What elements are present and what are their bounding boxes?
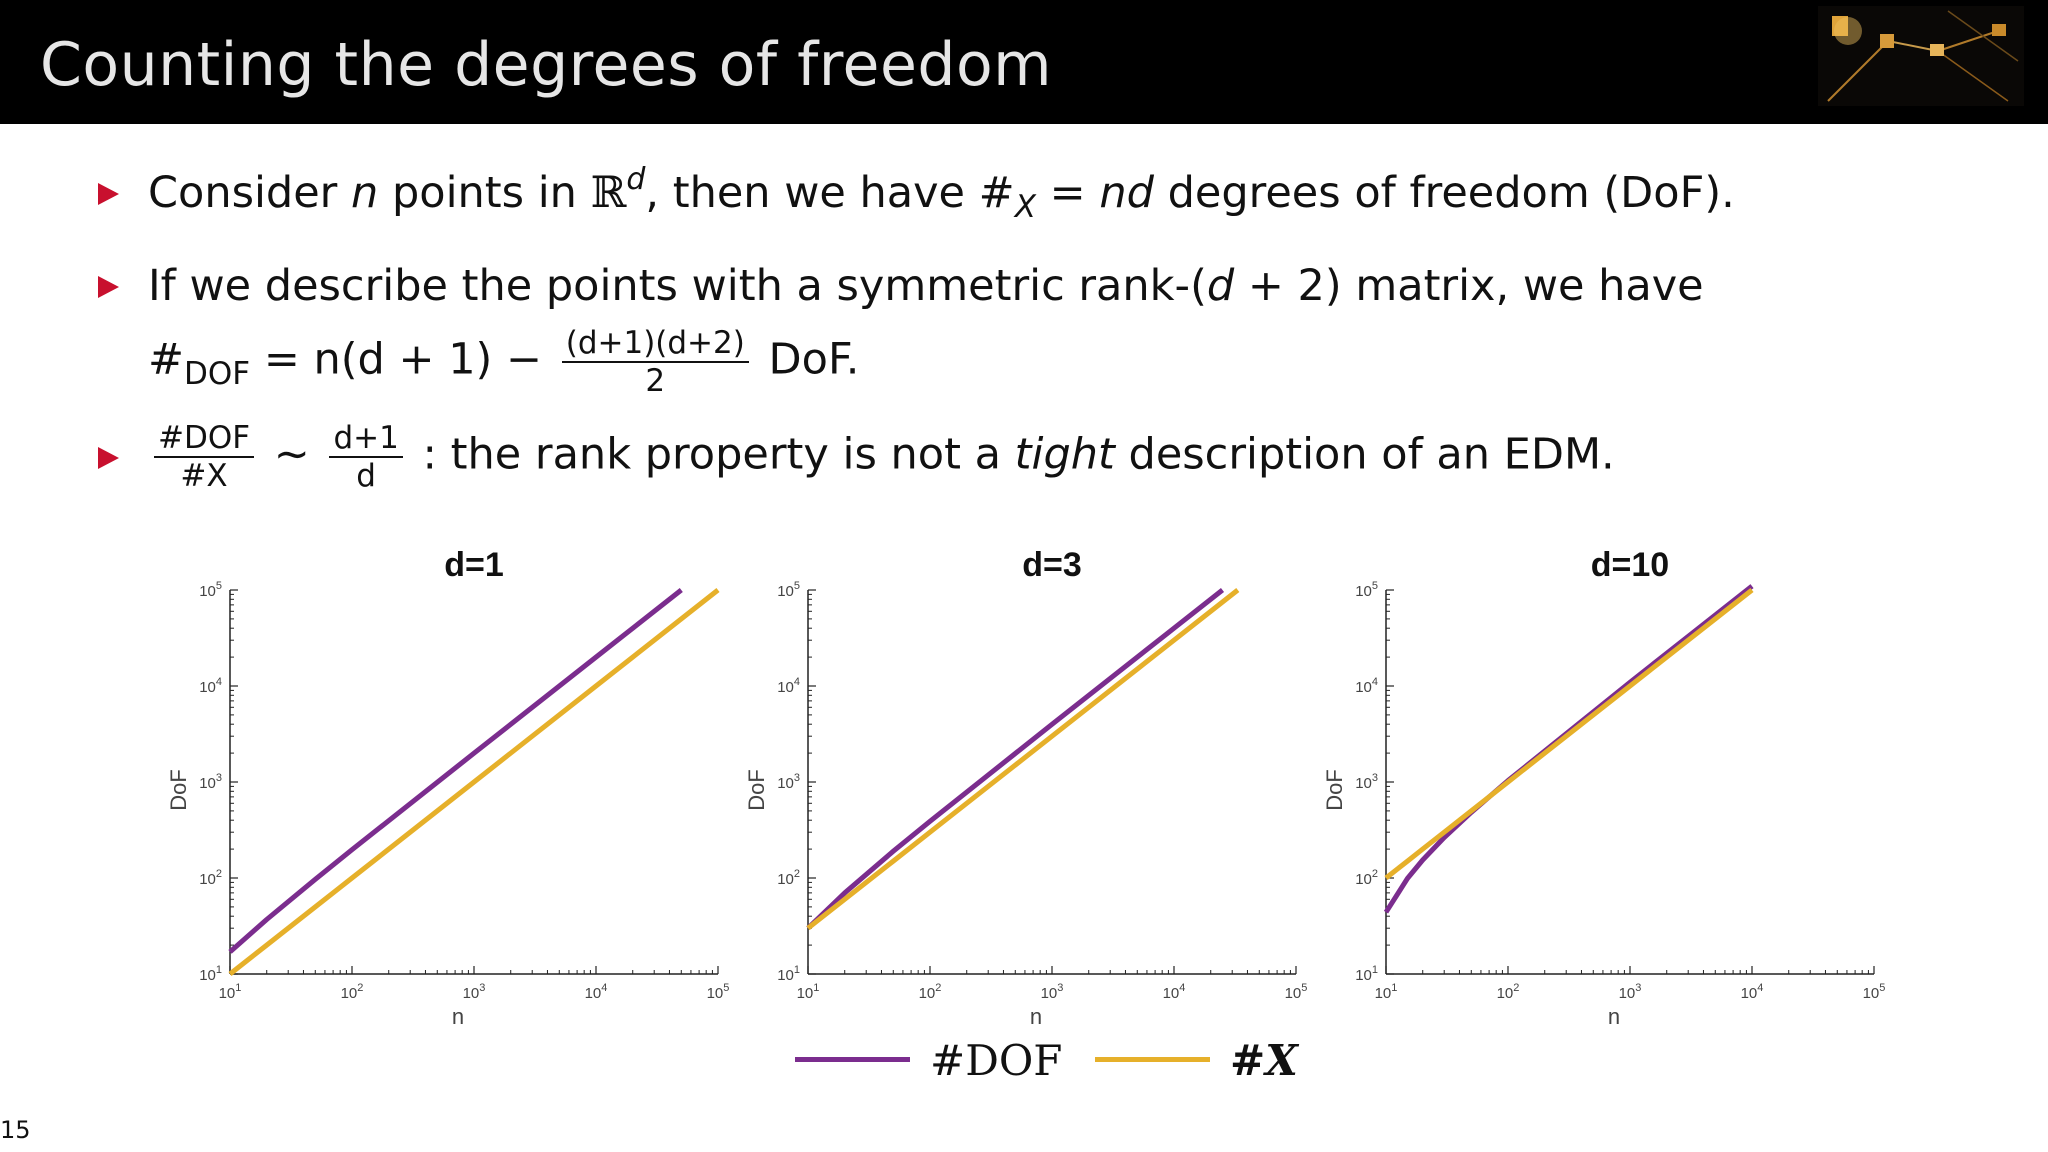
- bullet-1: Consider n points in ℝd, then we have #X…: [148, 162, 1735, 225]
- y-tick-label: 105: [777, 580, 800, 600]
- bullet-3-text: : the rank property is not a: [422, 429, 1001, 480]
- x-tick-label: 105: [707, 982, 730, 1002]
- y-tick-label: 102: [199, 868, 222, 888]
- series-line-x: [228, 588, 720, 976]
- page-number: 15: [0, 1116, 31, 1144]
- math-sim: ∼: [273, 429, 310, 480]
- bullet-3: #DOF #X ∼ d+1 d : the rank property is n…: [148, 420, 1615, 494]
- fraction: (d+1)(d+2) 2: [561, 325, 749, 399]
- legend-line-dof: [795, 1057, 910, 1062]
- legend-label-x: #X: [1230, 1036, 1298, 1085]
- legend: #DOF #X: [795, 1030, 1315, 1090]
- y-axis-label: DoF: [744, 769, 769, 811]
- bullet-1-text: degrees of freedom (DoF).: [1167, 168, 1735, 218]
- y-axis-label: DoF: [166, 769, 191, 811]
- fraction-denominator: #X: [180, 458, 228, 494]
- math-sub-DOF: DOF: [184, 355, 251, 392]
- y-tick-label: 102: [1355, 868, 1378, 888]
- x-axis-label: n: [1608, 1004, 1620, 1029]
- x-axis-label: n: [1030, 1004, 1042, 1029]
- fraction-denominator: 2: [645, 363, 666, 399]
- y-axis-label: DoF: [1322, 769, 1347, 811]
- math-nd: nd: [1099, 168, 1154, 218]
- y-tick-label: 101: [199, 964, 222, 984]
- bullet-3-text: description of an EDM.: [1128, 429, 1615, 480]
- series-line-dof: [1383, 584, 1754, 914]
- bullet-1-text: , then we have #: [645, 168, 1015, 218]
- x-axis-label: n: [452, 1004, 464, 1029]
- x-tick-label: 105: [1863, 982, 1886, 1002]
- series-line-x: [1384, 588, 1754, 880]
- bullet-2-text: If we describe the points with a symmetr…: [148, 261, 1207, 311]
- chart-title: d=1: [444, 546, 504, 584]
- x-tick-label: 102: [1497, 982, 1520, 1002]
- y-tick-label: 103: [777, 772, 800, 792]
- x-tick-label: 103: [463, 982, 486, 1002]
- slide-title: Counting the degrees of freedom: [40, 30, 1053, 100]
- y-tick-label: 102: [777, 868, 800, 888]
- title-bar: Counting the degrees of freedom: [0, 0, 2048, 124]
- bullet-marker: [98, 183, 119, 205]
- logo-image: [1818, 6, 2024, 106]
- logo-graphic: [1818, 6, 2024, 106]
- fraction-numerator: d+1: [329, 420, 403, 458]
- x-tick-label: 101: [219, 982, 242, 1002]
- var-n: n: [351, 168, 379, 218]
- x-tick-label: 102: [341, 982, 364, 1002]
- x-tick-label: 104: [585, 982, 608, 1002]
- bullet-list: Consider n points in ℝd, then we have #X…: [0, 0, 2048, 560]
- bullet-2-line-1: If we describe the points with a symmetr…: [148, 261, 1704, 311]
- chart-title: d=3: [1022, 546, 1082, 584]
- math-sup-d: d: [626, 162, 646, 197]
- legend-line-x: [1095, 1057, 1210, 1062]
- bullet-1-text: points in: [391, 168, 577, 218]
- charts-figure: d=1 101 102 103 104 105 101 102 103 104 105 n DoF d=3…: [166, 546, 1886, 1029]
- bullet-1-text: Consider: [148, 168, 338, 218]
- math-sub-X: X: [1014, 189, 1036, 225]
- y-tick-label: 101: [1355, 964, 1378, 984]
- y-tick-label: 103: [1355, 772, 1378, 792]
- series-line-dof: [806, 588, 1225, 931]
- fraction-numerator: #DOF: [154, 420, 255, 458]
- y-tick-label: 104: [1355, 676, 1378, 696]
- bullet-2-text: DoF.: [768, 334, 860, 385]
- x-tick-label: 101: [1375, 982, 1398, 1002]
- series-line-x: [806, 588, 1240, 931]
- bullet-2-line-2: #DOF = n(d + 1) − (d+1)(d+2) 2 DoF.: [148, 325, 859, 399]
- bullet-marker: [98, 276, 119, 298]
- math-R: ℝ: [590, 168, 627, 218]
- x-tick-label: 104: [1163, 982, 1186, 1002]
- chart-title: d=10: [1591, 546, 1669, 584]
- x-tick-label: 103: [1619, 982, 1642, 1002]
- bullet-3-emph: tight: [1014, 429, 1115, 480]
- y-tick-label: 105: [1355, 580, 1378, 600]
- math-eq: =: [1049, 168, 1086, 218]
- x-tick-label: 105: [1285, 982, 1308, 1002]
- math-expr: = n(d + 1) −: [263, 334, 543, 385]
- math-hash: #: [148, 334, 185, 385]
- legend-label-dof: #DOF: [930, 1036, 1063, 1085]
- y-tick-label: 104: [199, 676, 222, 696]
- x-tick-label: 104: [1741, 982, 1764, 1002]
- bullet-2-text: + 2) matrix, we have: [1247, 261, 1704, 311]
- x-tick-label: 103: [1041, 982, 1064, 1002]
- bullet-marker: [98, 447, 119, 469]
- y-tick-label: 103: [199, 772, 222, 792]
- y-tick-label: 104: [777, 676, 800, 696]
- fraction-denominator: d: [356, 458, 376, 494]
- fraction: d+1 d: [329, 420, 403, 494]
- series-line-dof: [228, 588, 683, 954]
- x-tick-label: 102: [919, 982, 942, 1002]
- y-tick-label: 101: [777, 964, 800, 984]
- y-tick-label: 105: [199, 580, 222, 600]
- x-tick-label: 101: [797, 982, 820, 1002]
- fraction: #DOF #X: [154, 420, 255, 494]
- var-d: d: [1206, 261, 1235, 311]
- fraction-numerator: (d+1)(d+2): [561, 325, 749, 363]
